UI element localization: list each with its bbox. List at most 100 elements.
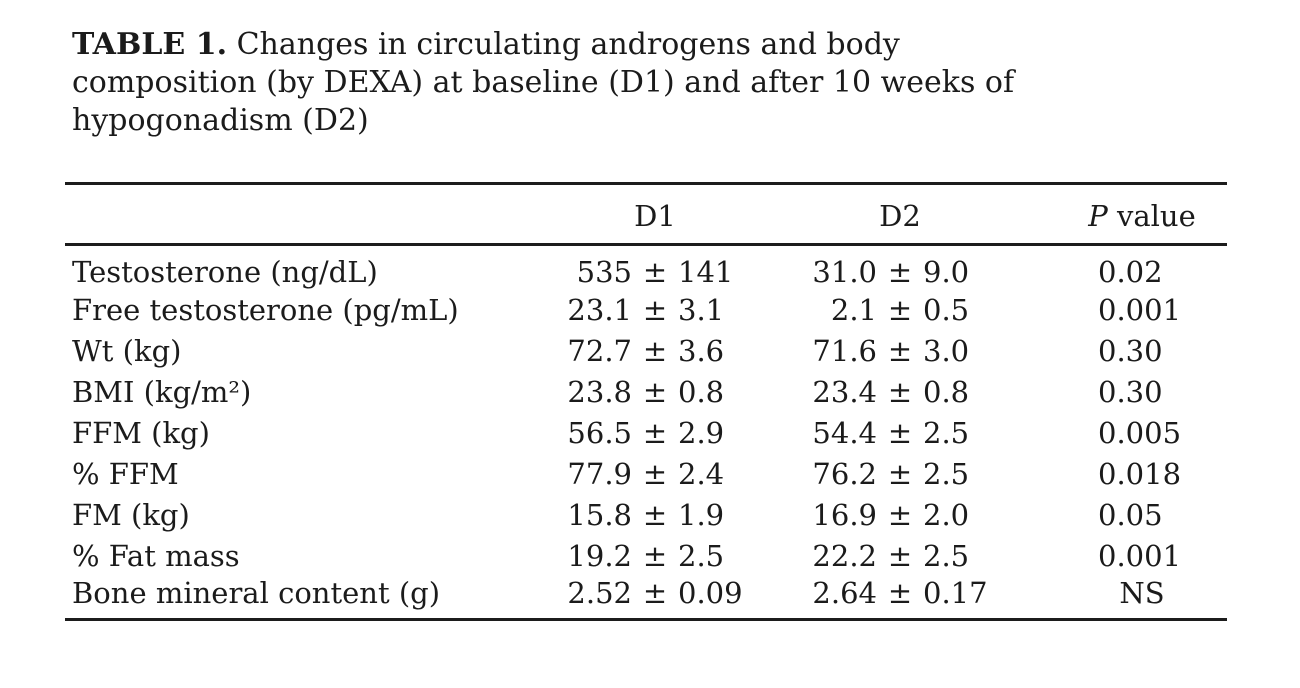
mean-value: 23.1 bbox=[567, 292, 632, 327]
d1-value: 2.52 ±0.09 bbox=[535, 576, 775, 620]
plus-minus-sign: ± bbox=[642, 497, 668, 532]
row-label: % Fat mass bbox=[72, 538, 240, 573]
table-row: % Fat mass 19.2 ±2.5 22.2 ±2.5 0.001 bbox=[65, 535, 1227, 576]
row-label: FFM (kg) bbox=[72, 415, 210, 450]
d1-value: 23.1 ±3.1 bbox=[535, 289, 775, 330]
d1-value: 535 ±141 bbox=[535, 245, 775, 289]
row-label: FM (kg) bbox=[72, 497, 190, 532]
sd-value: 3.6 bbox=[678, 333, 725, 368]
plus-minus-sign: ± bbox=[887, 538, 913, 573]
plus-minus-sign: ± bbox=[642, 415, 668, 450]
column-header-empty bbox=[65, 183, 535, 246]
d1-value: 15.8 ±1.9 bbox=[535, 494, 775, 535]
p-value: 0.001 bbox=[1025, 535, 1227, 576]
p-value: 0.05 bbox=[1025, 494, 1227, 535]
mean-value: 2.1 bbox=[830, 292, 877, 327]
p-value-text: 0.018 bbox=[1098, 456, 1182, 491]
d2-value-wrap: 2.1 ±0.5 bbox=[775, 293, 1025, 327]
plus-minus-sign: ± bbox=[887, 255, 913, 289]
column-header-p-value: P value bbox=[1025, 183, 1227, 246]
mean-value: 72.7 bbox=[567, 333, 632, 368]
plus-minus-sign: ± bbox=[887, 456, 913, 491]
sd-value: 1.9 bbox=[678, 497, 725, 532]
plus-minus-sign: ± bbox=[642, 255, 668, 289]
sd-value: 3.1 bbox=[678, 292, 725, 327]
d2-value: 16.9 ±2.0 bbox=[775, 494, 1025, 535]
d1-value-wrap: 77.9 ±2.4 bbox=[535, 457, 775, 491]
p-value: 0.30 bbox=[1025, 330, 1227, 371]
p-value: 0.30 bbox=[1025, 371, 1227, 412]
mean-value: 2.64 bbox=[812, 576, 877, 610]
d2-value: 54.4 ±2.5 bbox=[775, 412, 1025, 453]
mean-value: 15.8 bbox=[567, 497, 632, 532]
table-row: % FFM 77.9 ±2.4 76.2 ±2.5 0.018 bbox=[65, 453, 1227, 494]
p-value-text: 0.30 bbox=[1098, 374, 1163, 409]
column-header-d2: D2 bbox=[775, 183, 1025, 246]
sd-value: 2.4 bbox=[678, 456, 725, 491]
d1-value-wrap: 72.7 ±3.6 bbox=[535, 334, 775, 368]
sd-value: 2.5 bbox=[923, 456, 970, 491]
d1-value-wrap: 23.1 ±3.1 bbox=[535, 293, 775, 327]
p-value-text: 0.005 bbox=[1098, 415, 1182, 450]
d2-value-wrap: 54.4 ±2.5 bbox=[775, 416, 1025, 450]
table-row: FM (kg) 15.8 ±1.9 16.9 ±2.0 0.05 bbox=[65, 494, 1227, 535]
table-title-line-2: composition (by DEXA) at baseline (D1) a… bbox=[72, 65, 1015, 100]
d2-value: 2.1 ±0.5 bbox=[775, 289, 1025, 330]
sd-value: 141 bbox=[678, 255, 734, 289]
mean-value: 535 bbox=[576, 255, 632, 289]
d1-value-wrap: 23.8 ±0.8 bbox=[535, 375, 775, 409]
plus-minus-sign: ± bbox=[642, 374, 668, 409]
sd-value: 0.09 bbox=[678, 576, 743, 610]
table-row: Wt (kg) 72.7 ±3.6 71.6 ±3.0 0.30 bbox=[65, 330, 1227, 371]
data-table: D1 D2 P value Testosterone (ng/dL) 535 ±14… bbox=[65, 182, 1227, 621]
sd-value: 0.8 bbox=[678, 374, 725, 409]
row-label: BMI (kg/m²) bbox=[72, 374, 252, 409]
mean-value: 16.9 bbox=[812, 497, 877, 532]
p-value-text: 0.30 bbox=[1098, 333, 1163, 368]
plus-minus-sign: ± bbox=[642, 333, 668, 368]
plus-minus-sign: ± bbox=[887, 415, 913, 450]
mean-value: 22.2 bbox=[812, 538, 877, 573]
d1-value-wrap: 2.52 ±0.09 bbox=[535, 576, 775, 610]
d2-value-wrap: 2.64 ±0.17 bbox=[775, 576, 1025, 610]
d2-value: 76.2 ±2.5 bbox=[775, 453, 1025, 494]
d1-value: 77.9 ±2.4 bbox=[535, 453, 775, 494]
row-label: Wt (kg) bbox=[72, 333, 182, 368]
p-value-text: 0.05 bbox=[1098, 497, 1163, 532]
sd-value: 0.8 bbox=[923, 374, 970, 409]
p-value-text: 0.001 bbox=[1098, 538, 1182, 573]
plus-minus-sign: ± bbox=[887, 374, 913, 409]
p-value-text: 0.02 bbox=[1098, 255, 1163, 289]
d2-value: 71.6 ±3.0 bbox=[775, 330, 1025, 371]
table-row: BMI (kg/m²) 23.8 ±0.8 23.4 ±0.8 0.30 bbox=[65, 371, 1227, 412]
plus-minus-sign: ± bbox=[887, 333, 913, 368]
plus-minus-sign: ± bbox=[887, 292, 913, 327]
mean-value: 56.5 bbox=[567, 415, 632, 450]
p-value-text: NS bbox=[1119, 576, 1165, 610]
p-value: 0.018 bbox=[1025, 453, 1227, 494]
sd-value: 2.5 bbox=[678, 538, 725, 573]
table-row: FFM (kg) 56.5 ±2.9 54.4 ±2.5 0.005 bbox=[65, 412, 1227, 453]
sd-value: 0.17 bbox=[923, 576, 988, 610]
sd-value: 2.9 bbox=[678, 415, 725, 450]
plus-minus-sign: ± bbox=[887, 497, 913, 532]
mean-value: 31.0 bbox=[812, 255, 877, 289]
mean-value: 76.2 bbox=[812, 456, 877, 491]
mean-value: 54.4 bbox=[812, 415, 877, 450]
row-label: % FFM bbox=[72, 456, 179, 491]
p-value-text: 0.001 bbox=[1098, 292, 1182, 327]
mean-value: 23.8 bbox=[567, 374, 632, 409]
d1-value: 23.8 ±0.8 bbox=[535, 371, 775, 412]
table-row: Bone mineral content (g) 2.52 ±0.09 2.64 ±0.… bbox=[65, 576, 1227, 620]
table-body: Testosterone (ng/dL) 535 ±141 31.0 ±9.0 0.02 F… bbox=[65, 245, 1227, 620]
column-header-d1: D1 bbox=[535, 183, 775, 246]
plus-minus-sign: ± bbox=[642, 576, 668, 610]
d1-value-wrap: 535 ±141 bbox=[535, 255, 775, 289]
plus-minus-sign: ± bbox=[887, 576, 913, 610]
d1-value-wrap: 19.2 ±2.5 bbox=[535, 539, 775, 573]
mean-value: 23.4 bbox=[812, 374, 877, 409]
sd-value: 2.5 bbox=[923, 538, 970, 573]
table-row: Testosterone (ng/dL) 535 ±141 31.0 ±9.0 0.02 bbox=[65, 245, 1227, 289]
d1-value: 72.7 ±3.6 bbox=[535, 330, 775, 371]
d1-value-wrap: 56.5 ±2.9 bbox=[535, 416, 775, 450]
